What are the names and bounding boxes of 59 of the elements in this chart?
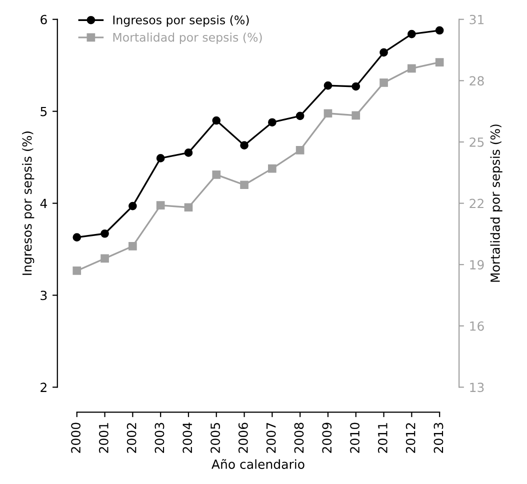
point <box>240 141 248 150</box>
y2-tick-label: 31 <box>470 14 484 24</box>
point <box>352 111 360 120</box>
x-tick-label: 2001 <box>98 423 108 453</box>
point <box>100 229 109 238</box>
y-axis-title: Ingresos por sepsis (%) <box>22 132 34 275</box>
point <box>72 233 82 242</box>
y-tick-label: 4 <box>40 198 47 208</box>
point <box>408 30 416 38</box>
point <box>296 146 304 154</box>
point <box>212 116 221 125</box>
y-tick-label: 2 <box>40 382 46 392</box>
point <box>435 26 444 35</box>
point <box>156 154 165 162</box>
y2-axis-title: Mortalidad por sepsis (%) <box>490 124 502 282</box>
x-tick-label: 2012 <box>406 423 416 453</box>
y2-tick-label: 25 <box>470 137 484 147</box>
y2-tick-label: 13 <box>470 382 484 392</box>
y2-tick-label: 16 <box>470 321 484 331</box>
y2-tick-label: 28 <box>470 76 484 86</box>
legend-label: Mortalidad por sepsis (%) <box>113 32 262 44</box>
x-tick-label: 2005 <box>210 423 220 453</box>
x-axis-title: Año calendario <box>212 459 304 469</box>
y-tick-label: 6 <box>40 14 47 24</box>
point <box>100 254 109 263</box>
point <box>324 81 332 90</box>
x-tick-label: 2007 <box>266 422 276 453</box>
point <box>128 242 137 250</box>
x-tick-label: 2011 <box>378 423 388 453</box>
point <box>156 201 165 210</box>
x-tick-label: 2004 <box>182 422 192 453</box>
x-tick-label: 2002 <box>126 423 136 453</box>
point <box>184 203 193 212</box>
point <box>212 170 221 179</box>
point <box>268 118 276 127</box>
point <box>296 112 304 120</box>
point <box>380 78 388 87</box>
y2-tick-label: 19 <box>470 260 484 270</box>
point <box>408 64 416 73</box>
y-tick-label: 5 <box>40 106 47 116</box>
y2-tick-label: 22 <box>470 198 484 208</box>
y-tick-label: 3 <box>40 290 47 300</box>
x-tick-label: 2010 <box>350 422 360 453</box>
point <box>128 202 137 210</box>
point <box>240 180 248 190</box>
x-tick-label: 2000 <box>71 422 81 453</box>
legend-label: Ingresos por sepsis (%) <box>113 15 249 27</box>
x-tick-label: 2008 <box>294 422 304 453</box>
point <box>352 82 360 91</box>
x-tick-label: 2009 <box>322 422 332 453</box>
point <box>184 148 193 157</box>
point <box>324 109 332 118</box>
x-tick-label: 2006 <box>238 422 248 453</box>
point <box>268 164 276 173</box>
point <box>380 48 388 57</box>
point <box>435 58 444 66</box>
x-tick-label: 2003 <box>154 422 164 453</box>
point <box>72 266 82 275</box>
x-tick-label: 2013 <box>434 422 444 453</box>
